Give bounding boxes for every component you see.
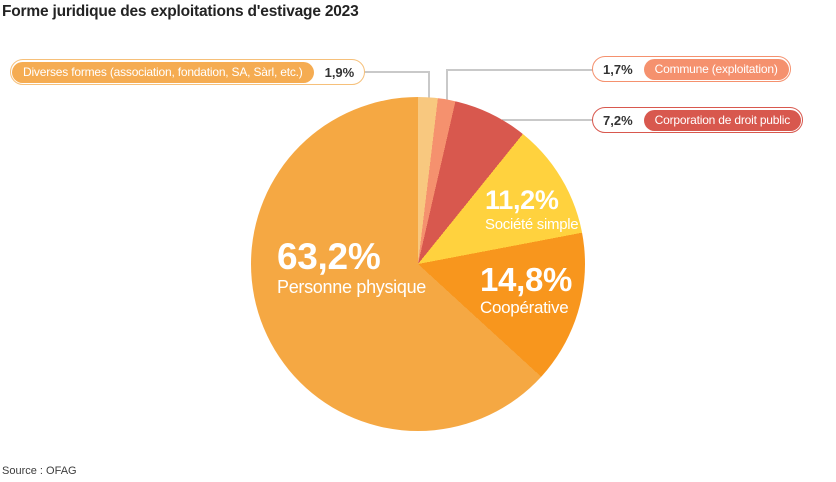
leader-line-diverses-horizontal [340, 71, 429, 73]
callout-percent: 1,9% [324, 64, 355, 80]
slice-name: Coopérative [480, 298, 569, 317]
callout-diverses-formes: Diverses formes (association, fondation,… [10, 59, 366, 85]
slice-label-societe-simple: 11,2% Société simple [485, 185, 579, 234]
source-note: Source : OFAG [2, 465, 77, 477]
slice-name: Personne physique [277, 277, 427, 297]
slice-percent: 63,2% [277, 236, 381, 277]
callout-label: Commune (exploitation) [643, 58, 789, 80]
callout-percent: 7,2% [603, 112, 633, 128]
pie-chart [251, 97, 585, 431]
slice-percent: 11,2% [485, 185, 559, 215]
callout-percent: 1,7% [603, 61, 633, 77]
leader-line-commune-horizontal [446, 69, 606, 71]
callout-commune: 1,7% Commune (exploitation) [592, 56, 791, 82]
leader-line-diverses-vertical [428, 71, 430, 98]
slice-name: Société simple [485, 216, 579, 233]
chart-title: Forme juridique des exploitations d'esti… [2, 3, 359, 20]
leader-line-commune-vertical [446, 69, 448, 100]
slice-label-cooperative: 14,8% Coopérative [480, 263, 572, 318]
callout-corporation: 7,2% Corporation de droit public [592, 107, 803, 133]
slice-label-personne-physique: 63,2% Personne physique [277, 238, 426, 298]
leader-line-corporation-horizontal [502, 119, 606, 121]
callout-label: Corporation de droit public [643, 109, 801, 131]
callout-label: Diverses formes (association, fondation,… [12, 61, 314, 83]
slice-percent: 14,8% [480, 261, 573, 298]
